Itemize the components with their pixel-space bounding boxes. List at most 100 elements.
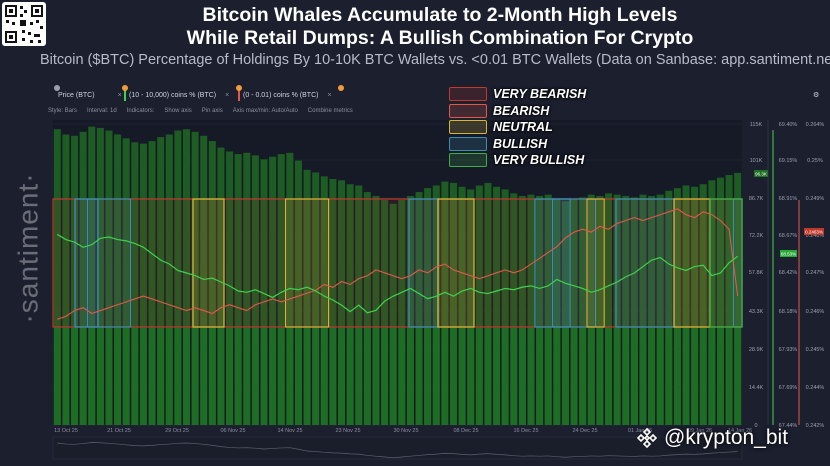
- legend-item-bearish: BEARISH: [449, 103, 589, 120]
- whale-tick-label: 68.42%: [779, 270, 798, 276]
- price-tick-label: 43.3K: [749, 309, 764, 315]
- x-tick-label: 13 Oct 25: [54, 428, 78, 434]
- metric-pill-whale[interactable]: (10 - 10,000) coins % (BTC) ×: [122, 85, 230, 102]
- whale-value-tag: [780, 250, 797, 257]
- price-bar: [561, 201, 569, 425]
- price-bar: [432, 185, 440, 425]
- price-bar: [114, 134, 122, 426]
- whale-tick-label: 69.40%: [779, 122, 798, 128]
- price-bar-lower: [725, 328, 733, 425]
- brand-handle: @krypton_bit: [664, 426, 789, 449]
- price-bar-lower: [734, 328, 742, 425]
- whale-tick-label: 69.15%: [779, 158, 798, 164]
- x-tick-label: 09 Jan 26: [688, 428, 712, 434]
- price-bar-lower: [449, 328, 457, 425]
- price-bar-lower: [286, 328, 294, 425]
- price-bar-lower: [312, 328, 320, 425]
- price-bar-lower: [708, 328, 716, 425]
- legend-label: VERY BEARISH: [493, 87, 587, 102]
- price-bar: [665, 190, 673, 425]
- axis-max-min-select[interactable]: Axis max/min: Auto/Auto: [232, 108, 298, 114]
- price-bar-lower: [260, 328, 268, 425]
- sentiment-zone: [615, 198, 675, 328]
- close-icon[interactable]: ×: [225, 91, 230, 99]
- zone-bullish: [551, 198, 597, 328]
- price-bar: [510, 193, 518, 425]
- retail-tick-label: 0.242%: [806, 423, 825, 429]
- price-bar: [182, 129, 190, 425]
- pill-badge-icon: [122, 85, 128, 91]
- indicators-select[interactable]: Indicators:: [126, 108, 155, 114]
- price-bar-lower: [182, 328, 190, 425]
- price-bar: [467, 189, 475, 425]
- whale-line: [56, 233, 739, 314]
- price-bar-lower: [622, 328, 630, 425]
- close-icon[interactable]: ×: [117, 91, 122, 99]
- price-bar-lower: [157, 328, 165, 425]
- title-line-1: Bitcoin Whales Accumulate to 2-Month Hig…: [202, 4, 678, 26]
- price-tick-label: 101K: [750, 158, 763, 164]
- price-bar: [570, 198, 578, 425]
- x-tick-label: 06 Nov 25: [220, 428, 245, 434]
- combine-metrics-button[interactable]: Combine metrics: [307, 108, 353, 114]
- price-bar: [630, 197, 638, 425]
- metric-pill-price[interactable]: Price (BTC) ×: [52, 85, 122, 102]
- price-bar-lower: [493, 328, 501, 425]
- zone-neutral: [284, 198, 330, 328]
- pin-axis-toggle[interactable]: Pin axis: [201, 108, 223, 114]
- sentiment-zone: [673, 198, 711, 328]
- zone-neutral: [586, 198, 605, 328]
- price-bar-lower: [208, 328, 216, 425]
- show-axis-toggle[interactable]: Show axis: [164, 108, 192, 114]
- price-bar-lower: [467, 328, 475, 425]
- price-bar-lower: [294, 328, 302, 425]
- legend-swatch: [449, 103, 487, 118]
- price-bar: [708, 180, 716, 425]
- price-bar: [62, 134, 70, 426]
- price-bar: [484, 182, 492, 425]
- title-line-2: While Retail Dumps: A Bullish Combinatio…: [186, 27, 694, 49]
- price-bar-lower: [277, 328, 285, 425]
- price-bar-lower: [432, 328, 440, 425]
- price-bar: [200, 135, 208, 425]
- retail-value-tag: [804, 228, 824, 235]
- retail-tick-label: 0.244%: [806, 385, 825, 391]
- price-bar: [639, 194, 647, 425]
- price-bar-lower: [415, 328, 423, 425]
- price-bar-lower: [570, 328, 578, 425]
- x-tick-label: 24 Dec 25: [572, 428, 597, 434]
- price-tick-label: 28.9K: [749, 347, 764, 353]
- metric-retail-label: (0 - 0.01) coins % (BTC): [243, 91, 319, 99]
- price-bar-lower: [389, 328, 397, 425]
- price-bar-lower: [673, 328, 681, 425]
- price-bar-lower: [579, 328, 587, 425]
- price-bar: [579, 197, 587, 425]
- x-tick-label: 29 Oct 25: [165, 428, 189, 434]
- price-bar: [415, 192, 423, 425]
- price-bar-lower: [174, 328, 182, 425]
- price-bar-lower: [355, 328, 363, 425]
- interval-select[interactable]: Interval: 1d: [87, 108, 117, 114]
- price-tick-label: 86.7K: [749, 196, 764, 202]
- pill-badge-icon: [338, 85, 344, 91]
- legend-swatch: [449, 87, 487, 102]
- price-bar: [449, 182, 457, 425]
- settings-icon[interactable]: ⚙: [813, 92, 820, 99]
- metric-pill-retail[interactable]: (0 - 0.01) coins % (BTC) ×: [236, 85, 332, 102]
- qr-code-icon: [2, 2, 46, 46]
- price-bar-lower: [363, 328, 371, 425]
- price-bar: [699, 184, 707, 425]
- style-select[interactable]: Style: Bars: [48, 108, 78, 114]
- price-bar-lower: [79, 328, 87, 425]
- price-bar: [725, 175, 733, 425]
- price-bar: [518, 195, 526, 425]
- retail-tick-label: 0.25%: [807, 158, 823, 164]
- price-bar-lower: [200, 328, 208, 425]
- price-bar: [88, 126, 96, 425]
- price-bar: [536, 195, 544, 425]
- close-icon[interactable]: ×: [327, 91, 332, 99]
- legend-label: BEARISH: [493, 103, 550, 118]
- retail-value-text: 0.2463%: [805, 230, 823, 235]
- price-bar-lower: [484, 328, 492, 425]
- price-bar-lower: [62, 328, 70, 425]
